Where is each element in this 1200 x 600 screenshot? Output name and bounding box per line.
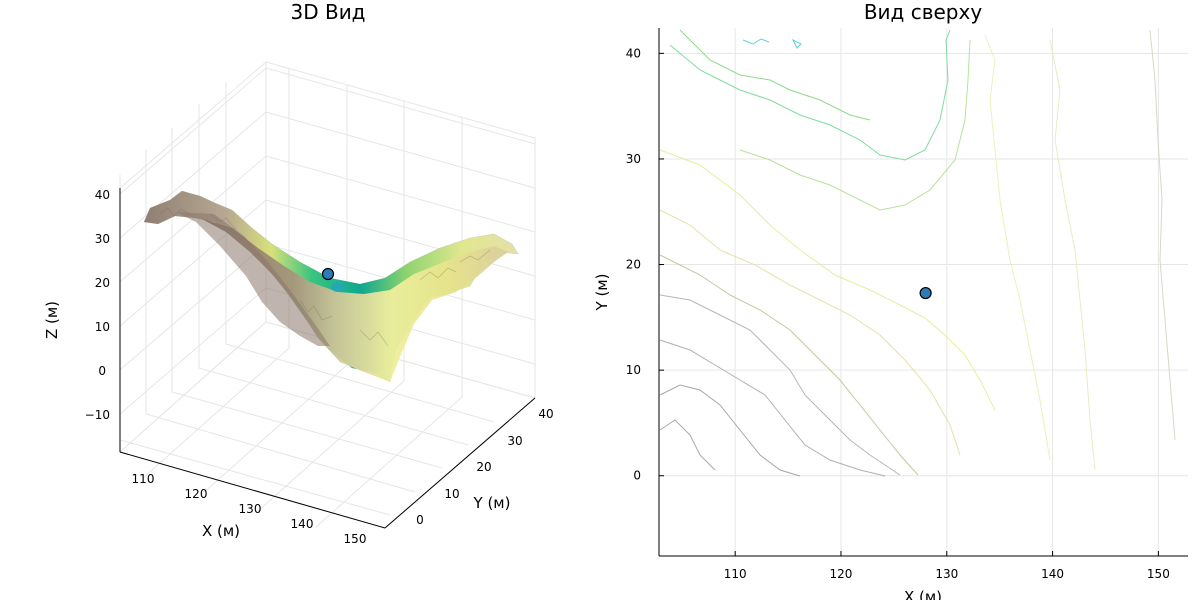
y-tick-label: 30: [626, 152, 641, 166]
contour-line: [984, 34, 1051, 461]
x-tick: 130: [239, 502, 262, 516]
marker-3d: [321, 267, 335, 281]
contour-axes: 110 120 130 140 150 0 10 20 30 40: [626, 28, 1188, 581]
x-axis: [119, 451, 386, 529]
x-tick-label: 130: [935, 567, 958, 581]
surface-shadow: [176, 212, 330, 346]
contour-line: [679, 29, 871, 121]
x-tick: 150: [344, 532, 367, 546]
z-tick: 40: [95, 188, 110, 202]
y-tick: 40: [538, 407, 553, 421]
contour-lines: [659, 29, 1176, 477]
contour-line: [669, 29, 951, 161]
contour-line: [659, 339, 886, 477]
y-tick: 20: [476, 460, 491, 474]
surface-low-point: [331, 282, 345, 292]
contour-y-label: Y (м): [593, 274, 611, 312]
surface-texture: [159, 207, 491, 347]
contour-line: [659, 254, 919, 476]
contour-line: [739, 39, 971, 211]
x-tick-label: 150: [1147, 567, 1170, 581]
contour-line: [1149, 29, 1176, 441]
surface-3d-axes: 40 30 20 10 0 −10 110 120 130 140 150 0 …: [43, 188, 554, 546]
contour-title: Вид сверху: [864, 0, 983, 24]
surface-title: 3D Вид: [290, 0, 365, 24]
x-tick-label: 140: [1041, 567, 1064, 581]
z-gridlines: [119, 67, 536, 415]
z-tick: 10: [95, 320, 110, 334]
contour-line: [659, 384, 801, 477]
terrain-surface: [143, 190, 519, 383]
z-tick: 0: [98, 364, 106, 378]
contour-line: [659, 149, 996, 411]
contour-line: [659, 419, 716, 471]
surface-front: [200, 218, 508, 382]
x-tick: 110: [132, 472, 155, 486]
x-tick-label: 110: [724, 567, 747, 581]
surface-3d-panel: 3D Вид 40 30 20 10 0 −10: [43, 0, 554, 546]
y-tick-label: 0: [633, 469, 641, 483]
y-tick-label: 20: [626, 258, 641, 272]
x-tick: 120: [185, 487, 208, 501]
z-tick: −10: [85, 408, 110, 422]
marker-2d: [919, 286, 932, 300]
contour-panel: Вид сверху 110 120 130 140 150 0 10 20 30 40 X (м…: [593, 0, 1188, 600]
y-axis: [384, 397, 536, 529]
contour-line: [659, 209, 961, 456]
x-axis-label: X (м): [202, 522, 240, 540]
x-tick-label: 120: [830, 567, 853, 581]
x-tick: 140: [291, 517, 314, 531]
x-gridlines: [142, 68, 463, 528]
y-tick: 0: [416, 513, 424, 527]
y-axis-label: Y (м): [473, 494, 511, 512]
contour-x-label: X (м): [904, 588, 942, 600]
y-tick: 30: [507, 434, 522, 448]
y-tick-label: 10: [626, 363, 641, 377]
z-axis-label: Z (м): [43, 301, 61, 339]
y-tick: 10: [444, 487, 459, 501]
contour-line: [659, 294, 901, 476]
contour-line: [1049, 39, 1096, 471]
z-tick: 20: [95, 276, 110, 290]
y-tick-label: 40: [626, 46, 641, 60]
contour-grid: [659, 28, 1188, 556]
z-tick: 30: [95, 232, 110, 246]
contour-line: [742, 38, 802, 49]
